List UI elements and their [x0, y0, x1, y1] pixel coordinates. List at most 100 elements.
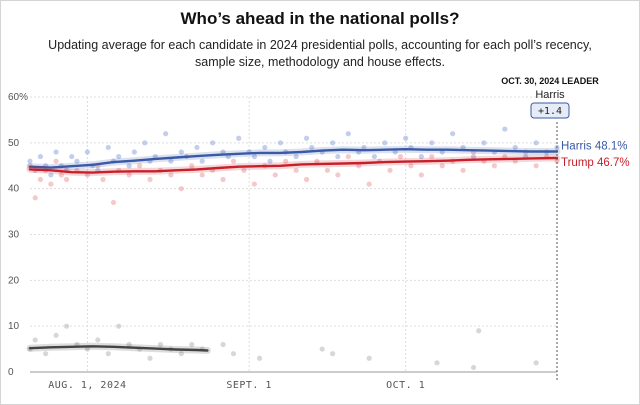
leader-margin-badge: [530, 102, 570, 119]
poll-dot-harris: [361, 144, 367, 151]
poll-dot-harris: [371, 153, 377, 160]
poll-dot-other: [32, 337, 38, 343]
poll-dot-harris: [194, 144, 200, 151]
poll-dot-harris: [199, 158, 205, 164]
y-tick-label: 60%: [8, 92, 28, 103]
poll-dot-harris: [27, 158, 33, 164]
poll-dot-trump: [178, 186, 184, 192]
leader-name: Harris: [535, 89, 565, 101]
series-line-kennedy: [28, 345, 209, 352]
poll-dot-harris: [533, 140, 539, 146]
x-tick-label: OCT. 1: [386, 380, 425, 391]
poll-dot-harris: [277, 140, 284, 146]
poll-dot-harris: [168, 158, 174, 164]
y-tick-label: 20: [8, 275, 20, 286]
poll-dot-trump: [58, 172, 64, 178]
x-tick-label: AUG. 1, 2024: [48, 380, 126, 391]
poll-dot-trump: [303, 176, 310, 183]
chart-title: Who’s ahead in the national polls?: [180, 9, 460, 28]
poll-dot-other: [220, 341, 226, 348]
poll-dot-harris: [450, 131, 456, 137]
y-tick-label: 30: [8, 230, 20, 241]
poll-dot-other: [256, 355, 263, 361]
poll-dot-trump: [418, 172, 424, 178]
poll-dot-trump: [314, 158, 320, 164]
chart-subtitle: Updating average for each candidate in 2…: [48, 38, 592, 69]
poll-dot-trump: [439, 163, 445, 169]
poll-dot-trump: [100, 176, 106, 183]
poll-dot-harris: [262, 144, 268, 151]
poll-dot-harris: [392, 149, 398, 155]
poll-dot-trump: [241, 167, 247, 173]
end-label-harris: Harris 48.1%: [561, 141, 627, 153]
poll-dot-trump: [366, 181, 372, 187]
series-line-harris: [28, 148, 559, 169]
poll-dot-trump: [324, 167, 331, 173]
poll-dot-harris: [116, 153, 122, 160]
poll-dot-harris: [251, 153, 257, 160]
poll-dot-trump: [293, 167, 299, 173]
poll-dot-trump: [189, 163, 195, 169]
poll-dot-trump: [554, 158, 560, 164]
poll-dot-other: [330, 351, 336, 357]
poll-dot-other: [84, 346, 90, 352]
poll-dot-harris: [131, 149, 137, 155]
poll-dot-harris: [178, 149, 184, 155]
poll-dot-harris: [470, 153, 477, 160]
y-tick-label: 50: [8, 138, 20, 149]
end-label-trump: Trump 46.7%: [561, 157, 630, 169]
poll-dot-other: [157, 341, 164, 348]
poll-dot-other: [366, 355, 372, 361]
poll-dot-harris: [309, 144, 315, 151]
poll-dot-other: [53, 332, 59, 338]
poll-dot-harris: [429, 140, 435, 146]
poll-dot-trump: [53, 158, 59, 164]
poll-dot-harris: [330, 140, 336, 146]
poll-dot-other: [126, 341, 132, 348]
poll-dot-trump: [335, 172, 341, 178]
poll-dot-trump: [345, 153, 351, 160]
poll-dot-trump: [460, 167, 466, 173]
y-tick-label: 40: [8, 184, 20, 195]
poll-dot-other: [319, 346, 325, 352]
poll-dot-trump: [283, 158, 289, 164]
poll-dot-other: [476, 328, 482, 334]
poll-dot-trump: [397, 153, 404, 160]
poll-dot-harris: [126, 163, 132, 169]
poll-dot-other: [147, 355, 153, 361]
poll-dot-other: [189, 341, 195, 348]
poll-dot-other: [434, 360, 440, 366]
leader-date-label: OCT. 30, 2024 LEADER: [501, 76, 599, 86]
poll-dot-trump: [230, 158, 237, 164]
poll-dot-harris: [267, 158, 273, 164]
poll-dot-trump: [32, 195, 38, 201]
poll-dot-harris: [335, 153, 341, 160]
poll-dot-trump: [147, 176, 153, 183]
poll-dot-trump: [48, 181, 54, 187]
poll-dot-harris: [74, 158, 80, 164]
poll-dot-trump: [63, 176, 70, 183]
poll-dot-harris: [210, 140, 216, 146]
poll-dot-trump: [272, 172, 278, 178]
poll-dot-other: [63, 323, 70, 329]
series-line-trump: [28, 156, 559, 174]
poll-dot-harris: [69, 153, 75, 160]
poll-dot-harris: [502, 126, 508, 132]
y-tick-label: 10: [8, 321, 20, 332]
poll-dot-other: [116, 323, 122, 329]
poll-dot-other: [95, 337, 101, 343]
grid-layer: [30, 96, 557, 373]
poll-dot-trump: [251, 181, 257, 187]
poll-dot-harris: [142, 140, 148, 146]
poll-dot-harris: [293, 153, 299, 160]
poll-dot-harris: [345, 131, 351, 137]
poll-dot-harris: [481, 140, 487, 146]
poll-dot-trump: [491, 163, 497, 169]
poll-dot-harris: [163, 131, 169, 137]
leader-callout: OCT. 30, 2024 LEADER Harris +1.4: [501, 76, 599, 382]
average-lines-layer: [26, 145, 561, 354]
poll-dot-harris: [403, 135, 409, 141]
poll-dot-trump: [387, 167, 393, 173]
poll-dot-harris: [48, 172, 54, 178]
poll-dot-other: [470, 364, 477, 371]
